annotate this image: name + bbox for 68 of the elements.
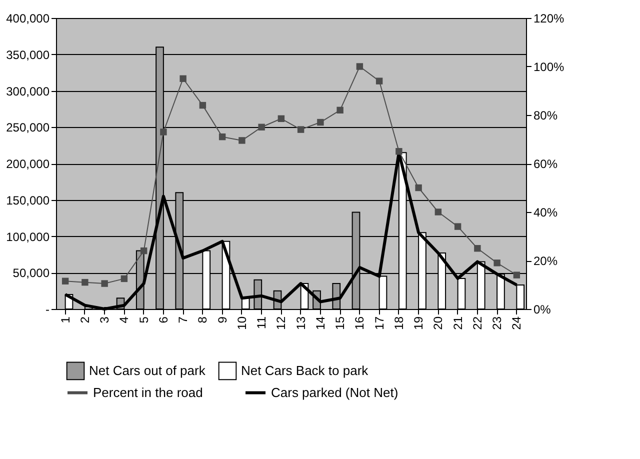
x-tick-label: 4 — [117, 316, 132, 324]
point — [356, 63, 364, 70]
x-tick-label: 9 — [215, 316, 230, 324]
point — [396, 148, 402, 155]
point — [101, 280, 108, 287]
x-tick-label: 23 — [490, 316, 504, 330]
y2-tick-label: 120% — [534, 12, 565, 26]
point — [62, 278, 69, 284]
point — [454, 223, 462, 230]
y2-tick-label: 80% — [534, 108, 558, 122]
point — [278, 115, 285, 122]
x-tick-label: 3 — [98, 316, 112, 324]
x-tick-label: 7 — [176, 316, 190, 324]
point — [434, 208, 442, 216]
y-tick-label: 300,000 — [6, 84, 50, 98]
point — [297, 126, 304, 133]
x-tick-label: 11 — [254, 316, 269, 329]
x-tick-label: 16 — [352, 316, 367, 330]
y-tick-label: 350,000 — [6, 48, 50, 62]
point — [317, 118, 324, 126]
y-tick-label: 400,000 — [6, 12, 50, 26]
point — [336, 106, 344, 114]
y2-tick-label: 100% — [534, 60, 565, 74]
x-tick-label: 24 — [510, 316, 524, 330]
point — [474, 245, 481, 252]
x-tick-label: 13 — [294, 316, 308, 330]
y2-tick-label: 20% — [534, 254, 558, 268]
y2-tick-label: 60% — [534, 157, 558, 171]
x-tick-label: 2 — [78, 316, 92, 324]
legend-label: Percent in the road — [93, 384, 203, 400]
point — [513, 272, 520, 278]
x-tick-label: 10 — [234, 316, 249, 330]
x-tick-label: 19 — [412, 316, 426, 330]
point — [199, 102, 206, 109]
y-tick-label: 50,000 — [12, 266, 50, 280]
legend-label: Net Cars out of park — [89, 362, 206, 378]
x-tick-label: 12 — [274, 316, 288, 330]
x-tick-label: 1 — [58, 316, 72, 324]
y-tick-label: 200,000 — [6, 157, 50, 171]
point — [218, 133, 226, 140]
x-tick-label: 20 — [431, 316, 446, 330]
x-tick-label: 17 — [372, 316, 386, 330]
point — [238, 137, 246, 144]
y2-tick-label: 40% — [534, 206, 558, 220]
x-tick-label: 14 — [313, 316, 328, 330]
y-tick-label: 100,000 — [6, 230, 50, 244]
point — [494, 260, 500, 266]
legend-label: Cars parked (Not Net) — [271, 384, 398, 400]
point — [258, 124, 265, 130]
x-tick-label: 21 — [450, 316, 465, 330]
point — [160, 128, 167, 136]
x-tick-label: 18 — [392, 316, 406, 330]
x-tick-label: 5 — [136, 316, 151, 324]
y2-tick-label: 0% — [534, 302, 552, 316]
x-tick-label: 22 — [470, 316, 484, 330]
point — [376, 78, 383, 84]
x-tick-label: 8 — [196, 316, 210, 324]
point — [120, 275, 128, 282]
y-tick-label: 150,000 — [6, 193, 50, 208]
legend-label: Net Cars Back to park — [241, 362, 369, 378]
x-tick-label: 6 — [156, 316, 170, 324]
point — [180, 75, 186, 82]
x-tick-label: 15 — [333, 316, 348, 330]
y-tick-label: - — [46, 302, 50, 316]
point — [82, 278, 88, 286]
point — [415, 184, 422, 192]
y-tick-label: 250,000 — [6, 120, 50, 135]
point — [140, 247, 148, 254]
